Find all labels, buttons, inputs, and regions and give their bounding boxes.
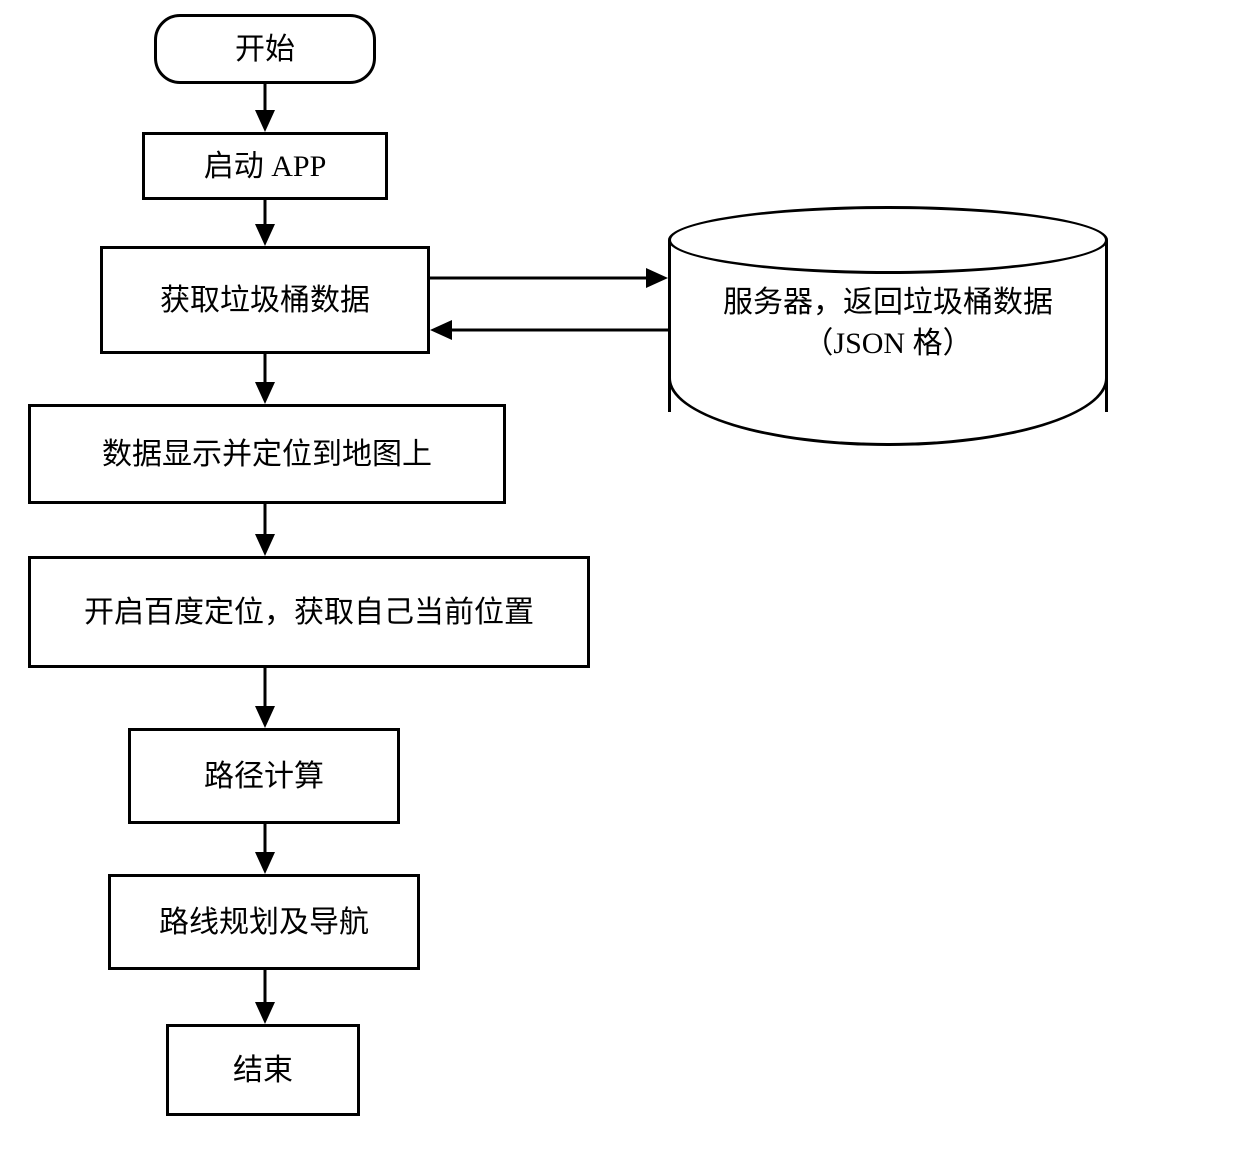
flow-node-end: 结束 [166,1024,360,1116]
cylinder-label-line2: （JSON 格） [803,327,972,360]
flow-node-server-cylinder: 服务器，返回垃圾桶数据 （JSON 格） [668,206,1108,446]
flow-node-locate: 开启百度定位，获取自己当前位置 [28,556,590,668]
flow-node-launch-app-label: 启动 APP [204,147,327,186]
flow-node-start: 开始 [154,14,376,84]
flow-node-fetch-data: 获取垃圾桶数据 [100,246,430,354]
flow-node-locate-label: 开启百度定位，获取自己当前位置 [84,593,534,632]
flow-node-route-plan-label: 路线规划及导航 [159,903,369,942]
cylinder-top-ellipse [668,206,1108,274]
flow-node-launch-app: 启动 APP [142,132,388,200]
flow-node-display-map: 数据显示并定位到地图上 [28,404,506,504]
flow-node-display-map-label: 数据显示并定位到地图上 [102,435,432,474]
flow-node-fetch-data-label: 获取垃圾桶数据 [160,281,370,320]
flow-node-end-label: 结束 [233,1051,293,1090]
flow-node-start-label: 开始 [235,30,295,69]
cylinder-label: 服务器，返回垃圾桶数据 （JSON 格） [668,283,1108,364]
flow-node-path-calc-label: 路径计算 [204,757,324,796]
flow-node-path-calc: 路径计算 [128,728,400,824]
cylinder-label-line1: 服务器，返回垃圾桶数据 [723,286,1053,319]
flow-node-route-plan: 路线规划及导航 [108,874,420,970]
cylinder-bottom [668,378,1108,446]
